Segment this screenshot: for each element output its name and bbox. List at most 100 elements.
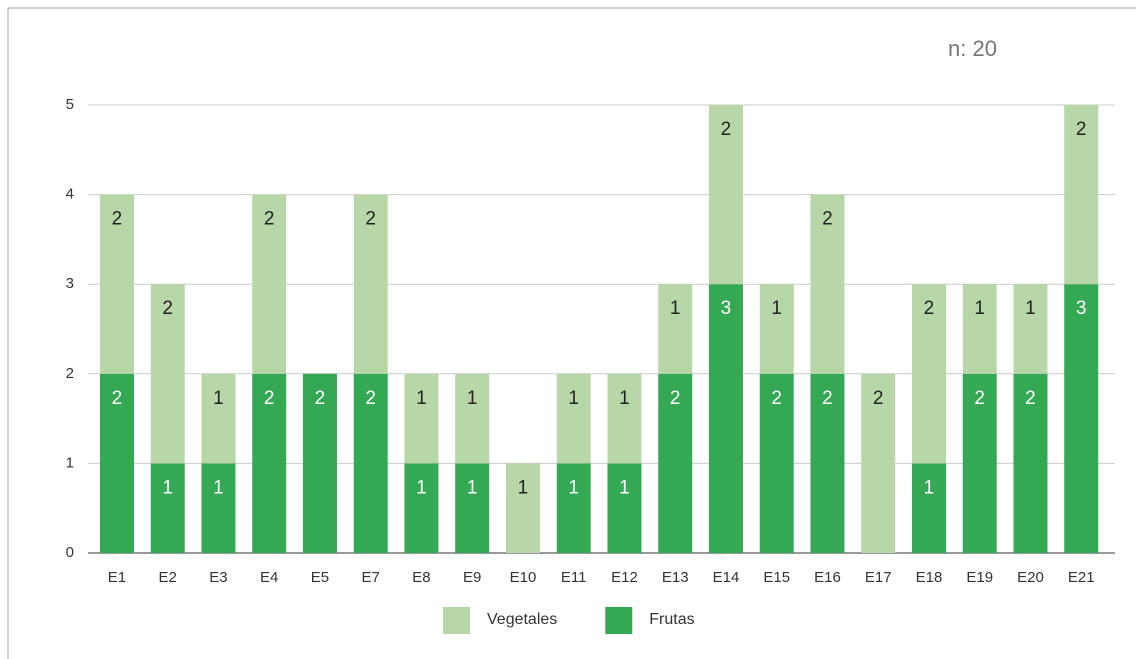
x-tick-label: E7 [362,569,380,586]
y-tick-label: 1 [66,454,74,471]
bar-segment [708,284,743,553]
bar-segment [201,463,236,553]
value-label: 2 [1076,119,1087,140]
value-label: 3 [1076,298,1087,319]
value-label: 2 [315,388,326,409]
x-tick-label: E3 [209,569,227,586]
bar-segment [911,463,946,553]
value-label: 2 [1025,388,1036,409]
value-label: 1 [213,477,224,498]
bar-segment [1013,373,1048,553]
bar-segment [150,284,185,464]
x-tick-label: E14 [713,569,740,586]
value-label: 2 [822,388,833,409]
value-label: 2 [162,298,173,319]
value-label: 1 [670,298,681,319]
x-tick-label: E19 [966,569,993,586]
x-tick-label: E4 [260,569,278,586]
y-tick-label: 2 [66,365,74,382]
value-label: 2 [365,209,376,230]
x-tick-label: E9 [463,569,481,586]
x-tick-label: E2 [159,569,177,586]
x-tick-label: E8 [412,569,430,586]
value-label: 2 [974,388,985,409]
bar-segment [911,284,946,464]
bar-segment [404,463,439,553]
value-label: 2 [264,209,275,230]
bar-segment [404,373,439,464]
x-tick-label: E12 [611,569,638,586]
x-tick-label: E20 [1017,569,1044,586]
bar-segment [353,194,388,374]
bar-segment [607,373,642,464]
bar-segment [556,463,591,553]
bar-segment [201,373,236,464]
value-label: 1 [568,477,579,498]
value-label: 1 [619,388,630,409]
bar-segment [252,373,287,553]
bar-segment [1064,284,1099,553]
bar-segment [556,373,591,464]
value-label: 2 [670,388,681,409]
y-tick-label: 3 [66,275,74,292]
value-label: 2 [771,388,782,409]
bar-segment [252,194,287,374]
legend-swatch [443,607,470,634]
x-tick-label: E18 [916,569,943,586]
x-tick-label: E1 [108,569,126,586]
bar-segment [302,373,337,553]
x-tick-label: E21 [1068,569,1095,586]
bar-segment [353,373,388,553]
bar-segment [1064,105,1099,285]
value-label: 1 [416,388,427,409]
value-label: 1 [974,298,985,319]
x-tick-label: E17 [865,569,892,586]
y-tick-label: 5 [66,96,74,113]
bar-segment [861,373,896,553]
value-label: 2 [721,119,732,140]
value-label: 1 [924,477,935,498]
bar-segment [810,194,845,374]
legend-swatch [605,607,633,634]
value-label: 2 [822,209,833,230]
value-label: 1 [213,388,224,409]
x-tick-label: E16 [814,569,841,586]
legend-label: Frutas [649,611,694,628]
legend-label: Vegetales [487,611,557,628]
bar-segment [759,284,794,374]
x-tick-label: E5 [311,569,329,586]
bar-segment [1013,284,1048,374]
value-label: 2 [924,298,935,319]
bar-segment [607,463,642,553]
y-tick-label: 0 [66,544,74,561]
bar-segment [810,373,845,553]
x-tick-label: E10 [510,569,537,586]
value-label: 2 [264,388,275,409]
bar-segment [99,373,134,553]
bar-segment [505,463,540,553]
value-label: 2 [112,209,123,230]
bar-segment [150,463,185,553]
value-label: 1 [568,388,579,409]
value-label: 1 [619,477,630,498]
value-label: 1 [518,477,529,498]
value-label: 3 [721,298,732,319]
value-label: 1 [162,477,173,498]
value-label: 1 [467,477,478,498]
bar-segment [658,373,693,553]
bar-segment [759,373,794,553]
value-label: 2 [873,388,884,409]
bar-segment [658,284,693,374]
value-label: 1 [1025,298,1036,319]
bar-segment [99,194,134,374]
value-label: 1 [467,388,478,409]
x-tick-label: E13 [662,569,689,586]
bar-segment [455,373,490,464]
bar-segment [708,105,743,285]
value-label: 2 [365,388,376,409]
x-tick-label: E15 [763,569,790,586]
value-label: 1 [771,298,782,319]
bar-segment [962,284,997,374]
value-label: 1 [416,477,427,498]
